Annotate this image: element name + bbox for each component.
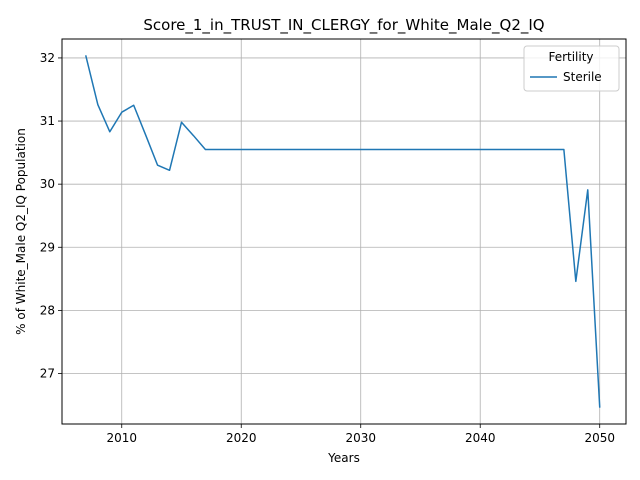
y-tick-label: 32: [40, 51, 55, 65]
x-axis-label: Years: [327, 451, 360, 465]
legend-label-sterile: Sterile: [563, 70, 602, 84]
y-axis-label: % of White_Male Q2_IQ Population: [14, 128, 28, 335]
chart-title: Score_1_in_TRUST_IN_CLERGY_for_White_Mal…: [143, 16, 544, 35]
x-tick-label: 2050: [584, 431, 615, 445]
series-line-sterile: [84, 55, 601, 408]
legend-box: [523, 45, 620, 92]
series-layer: [84, 55, 601, 408]
y-tick-label: 29: [40, 240, 55, 254]
x-tick-label: 2010: [106, 431, 137, 445]
legend-title: Fertility: [548, 50, 593, 64]
y-tick-label: 30: [40, 177, 55, 191]
legend: Fertility Sterile: [523, 45, 620, 92]
y-tick-label: 28: [40, 303, 55, 317]
y-axis-ticks: 27 28 29 30 31 32: [40, 51, 62, 381]
x-tick-label: 2030: [345, 431, 376, 445]
plot-frame: [61, 38, 627, 425]
x-tick-label: 2040: [465, 431, 496, 445]
x-tick-label: 2020: [226, 431, 257, 445]
x-axis-ticks: 2010 2020 2030 2040 2050: [106, 424, 615, 445]
y-tick-label: 31: [40, 114, 55, 128]
y-tick-label: 27: [40, 367, 55, 381]
